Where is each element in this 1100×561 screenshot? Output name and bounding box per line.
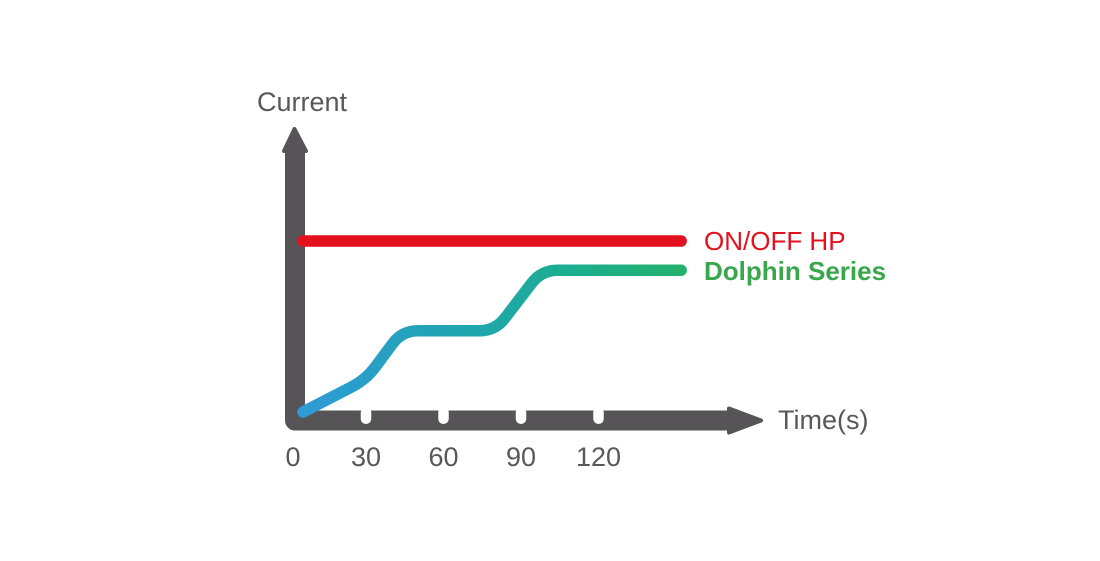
x-tick-label: 90 [506,442,536,472]
x-tick-label: 60 [428,442,458,472]
x-tick-label: 30 [351,442,381,472]
series-line-dolphin [297,264,687,418]
x-tick-label: 0 [285,442,300,472]
axis-tick-notch [593,407,604,424]
axis-lines [285,150,728,431]
y-axis-label: Current [257,87,348,117]
y-axis-arrowhead [282,127,308,153]
axis-tick-notch [360,407,372,424]
x-axis-arrowhead [727,406,763,435]
legend-dolphin-series-label: Dolphin Series [704,256,887,286]
legend-onoff-hp-label: ON/OFF HP [704,226,846,256]
axis-tick-notch [438,407,449,424]
x-axis-label: Time(s) [778,405,869,435]
x-tick-label: 120 [576,442,621,472]
axis-tick-notch [515,407,527,424]
